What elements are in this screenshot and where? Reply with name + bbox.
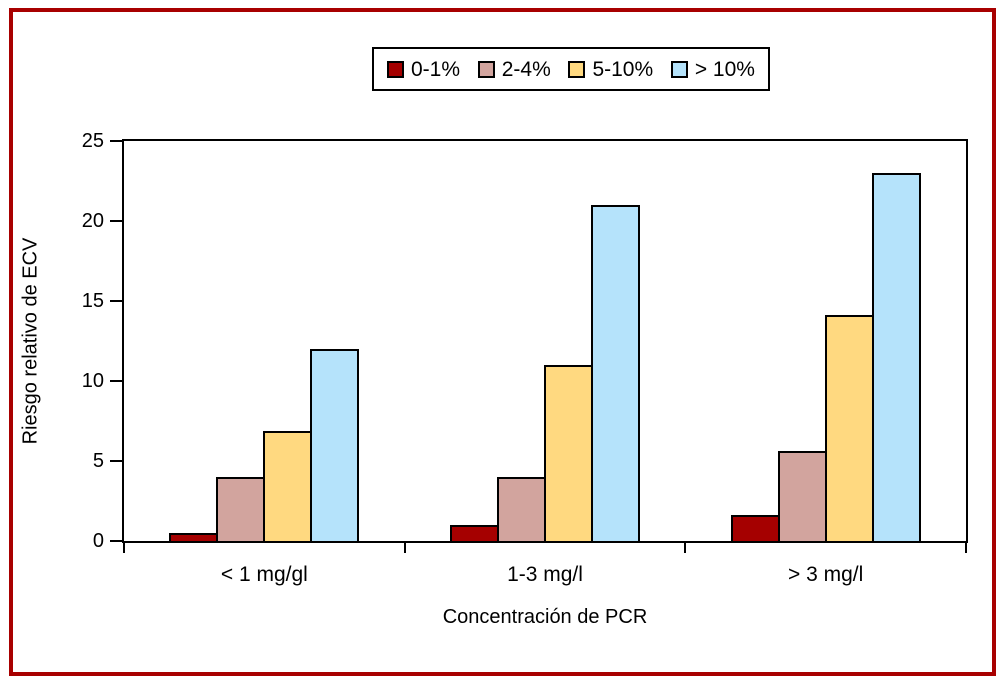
x-axis-title: Concentración de PCR	[442, 606, 648, 628]
y-tick-label: 20	[81, 210, 104, 232]
y-axis-title: Riesgo relativo de ECV	[19, 237, 42, 445]
y-tick-label: 25	[81, 130, 104, 152]
y-axis-tick	[110, 380, 122, 382]
chart-bar	[263, 431, 313, 541]
legend-label: > 10%	[694, 57, 755, 81]
legend-label: 5-10%	[592, 57, 654, 81]
chart-bar	[871, 173, 921, 541]
x-category-label: > 3 mg/l	[788, 563, 864, 586]
legend-swatch-icon	[568, 60, 586, 78]
chart-bar	[310, 349, 360, 541]
chart-bar	[777, 451, 827, 541]
y-tick-label: 15	[81, 290, 104, 312]
y-tick-label: 0	[92, 530, 104, 552]
chart-bar	[450, 525, 499, 541]
plot-area	[122, 139, 968, 543]
y-axis-tick	[110, 540, 122, 542]
legend-item: > 10%	[670, 57, 755, 81]
x-axis-tick	[123, 541, 125, 553]
x-axis-tick	[965, 541, 967, 553]
chart-bar	[169, 533, 219, 541]
chart-bar	[591, 205, 640, 541]
legend-label: 2-4%	[501, 57, 551, 81]
chart-legend: 0-1% 2-4% 5-10% > 10%	[372, 47, 770, 91]
x-axis-tick	[684, 541, 687, 553]
y-axis-tick	[110, 300, 122, 302]
legend-swatch-icon	[387, 60, 404, 78]
y-axis-tick	[110, 220, 122, 222]
y-axis-tick	[110, 140, 122, 142]
chart-bar	[824, 315, 874, 541]
legend-item: 0-1%	[387, 59, 460, 80]
legend-item: 2-4%	[477, 57, 551, 81]
legend-label: 0-1%	[411, 57, 461, 81]
legend-swatch-icon	[670, 60, 688, 78]
y-tick-label: 10	[81, 370, 104, 392]
x-axis-tick	[403, 541, 406, 553]
x-category-label: < 1 mg/gl	[220, 563, 308, 586]
chart-bar	[216, 477, 266, 541]
y-tick-label: 5	[92, 450, 104, 472]
legend-swatch-icon	[477, 60, 495, 78]
legend-item: 5-10%	[568, 59, 653, 80]
x-category-label: 1-3 mg/l	[507, 563, 583, 586]
chart-bar	[497, 477, 546, 541]
chart-bar	[730, 515, 780, 541]
chart-bar	[544, 365, 593, 541]
y-axis-tick	[110, 460, 122, 462]
